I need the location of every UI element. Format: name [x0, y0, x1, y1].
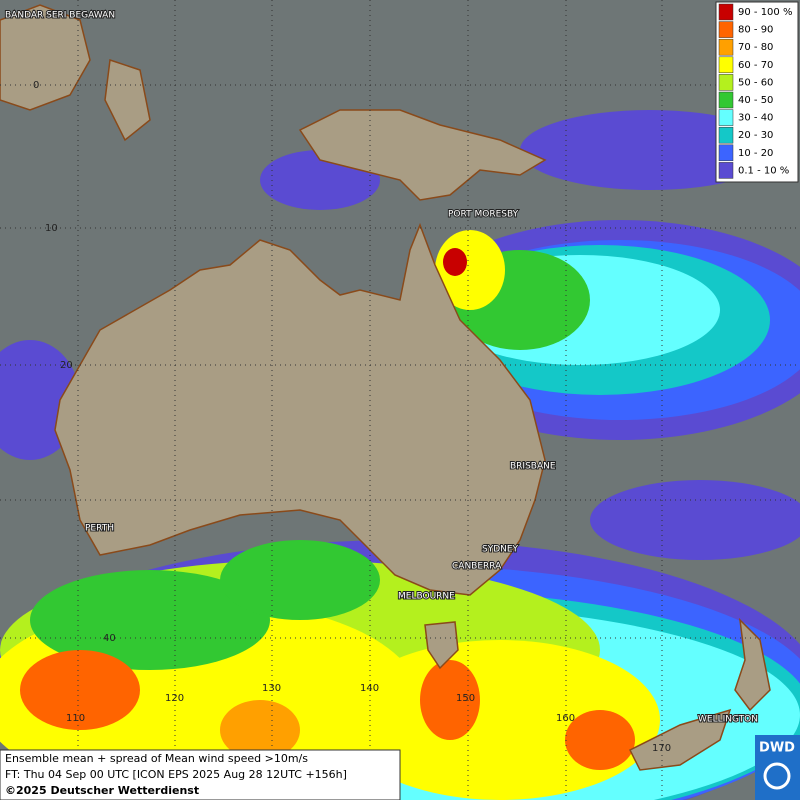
city-label: WELLINGTON — [698, 715, 758, 725]
legend-swatch — [718, 21, 734, 38]
logo-text: DWD — [759, 741, 795, 756]
grid-label: 10 — [45, 223, 58, 234]
grid-label: 20 — [60, 360, 73, 371]
legend-swatch — [718, 162, 734, 179]
city-label: PERTH — [85, 524, 114, 534]
grid-label: 160 — [556, 713, 575, 724]
legend-label: 60 - 70 — [738, 60, 773, 71]
legend-label: 50 - 60 — [738, 77, 773, 88]
legend-swatch — [718, 126, 734, 144]
footer-text: ©2025 Deutscher Wetterdienst — [5, 784, 199, 797]
city-label: MELBOURNE — [398, 592, 455, 602]
grid-label: 130 — [262, 683, 281, 694]
new-guinea — [298, 109, 547, 201]
legend-label: 30 - 40 — [738, 113, 773, 124]
shading — [565, 710, 635, 770]
legend-label: 10 - 20 — [738, 148, 773, 159]
legend-label: 20 - 30 — [738, 130, 773, 141]
legend: 90 - 100 % 80 - 90 70 - 80 60 - 70 50 - 60 40… — [715, 1, 799, 183]
grid-label: 120 — [165, 693, 184, 704]
nz-south — [628, 708, 732, 771]
legend-label: 90 - 100 % — [738, 7, 792, 18]
shading — [30, 570, 270, 670]
grid-label: 110 — [66, 713, 85, 724]
footer: Ensemble mean + spread of Mean wind spee… — [0, 749, 401, 801]
land — [0, 4, 771, 771]
footer-text: Ensemble mean + spread of Mean wind spee… — [5, 752, 308, 765]
legend-swatch — [718, 56, 734, 74]
legend-swatch — [718, 38, 734, 56]
legend-swatch — [718, 144, 734, 162]
city-label: BANDAR SERI BEGAWAN — [5, 11, 115, 21]
legend-label: 40 - 50 — [738, 95, 773, 106]
legend-label: 0.1 - 10 % — [738, 165, 789, 176]
shading — [20, 650, 140, 730]
logo-icon — [763, 762, 791, 790]
borneo — [0, 4, 91, 111]
legend-swatch — [718, 74, 734, 91]
shading — [520, 110, 780, 190]
shading — [220, 540, 380, 620]
legend-swatch — [718, 109, 734, 126]
legend-swatch — [718, 91, 734, 109]
city-label: CANBERRA — [452, 562, 502, 572]
legend-label: 70 - 80 — [738, 42, 773, 53]
footer-text: FT: Thu 04 Sep 00 UTC [ICON EPS 2025 Aug… — [5, 768, 347, 781]
tasmania — [424, 621, 459, 670]
shading — [220, 700, 300, 760]
shading — [443, 248, 467, 276]
legend-label: 80 - 90 — [738, 25, 773, 36]
city-label: BRISBANE — [510, 462, 556, 472]
legend-swatch — [718, 3, 734, 21]
grid-label: 0 — [33, 80, 39, 91]
grid-label: 170 — [652, 743, 671, 754]
grid-label: 40 — [103, 633, 116, 644]
city-label: PORT MORESBY — [448, 210, 519, 220]
city-label: SYDNEY — [482, 545, 519, 555]
shading — [590, 480, 800, 560]
sulawesi — [104, 58, 151, 142]
grid-label: 150 — [456, 693, 475, 704]
logo: DWD — [755, 735, 800, 800]
shading — [420, 660, 480, 740]
nz-north — [734, 617, 771, 712]
australia — [54, 222, 546, 596]
grid-label: 140 — [360, 683, 379, 694]
labels: BANDAR SERI BEGAWAN PORT MORESBY BRISBANE P… — [4, 10, 759, 755]
